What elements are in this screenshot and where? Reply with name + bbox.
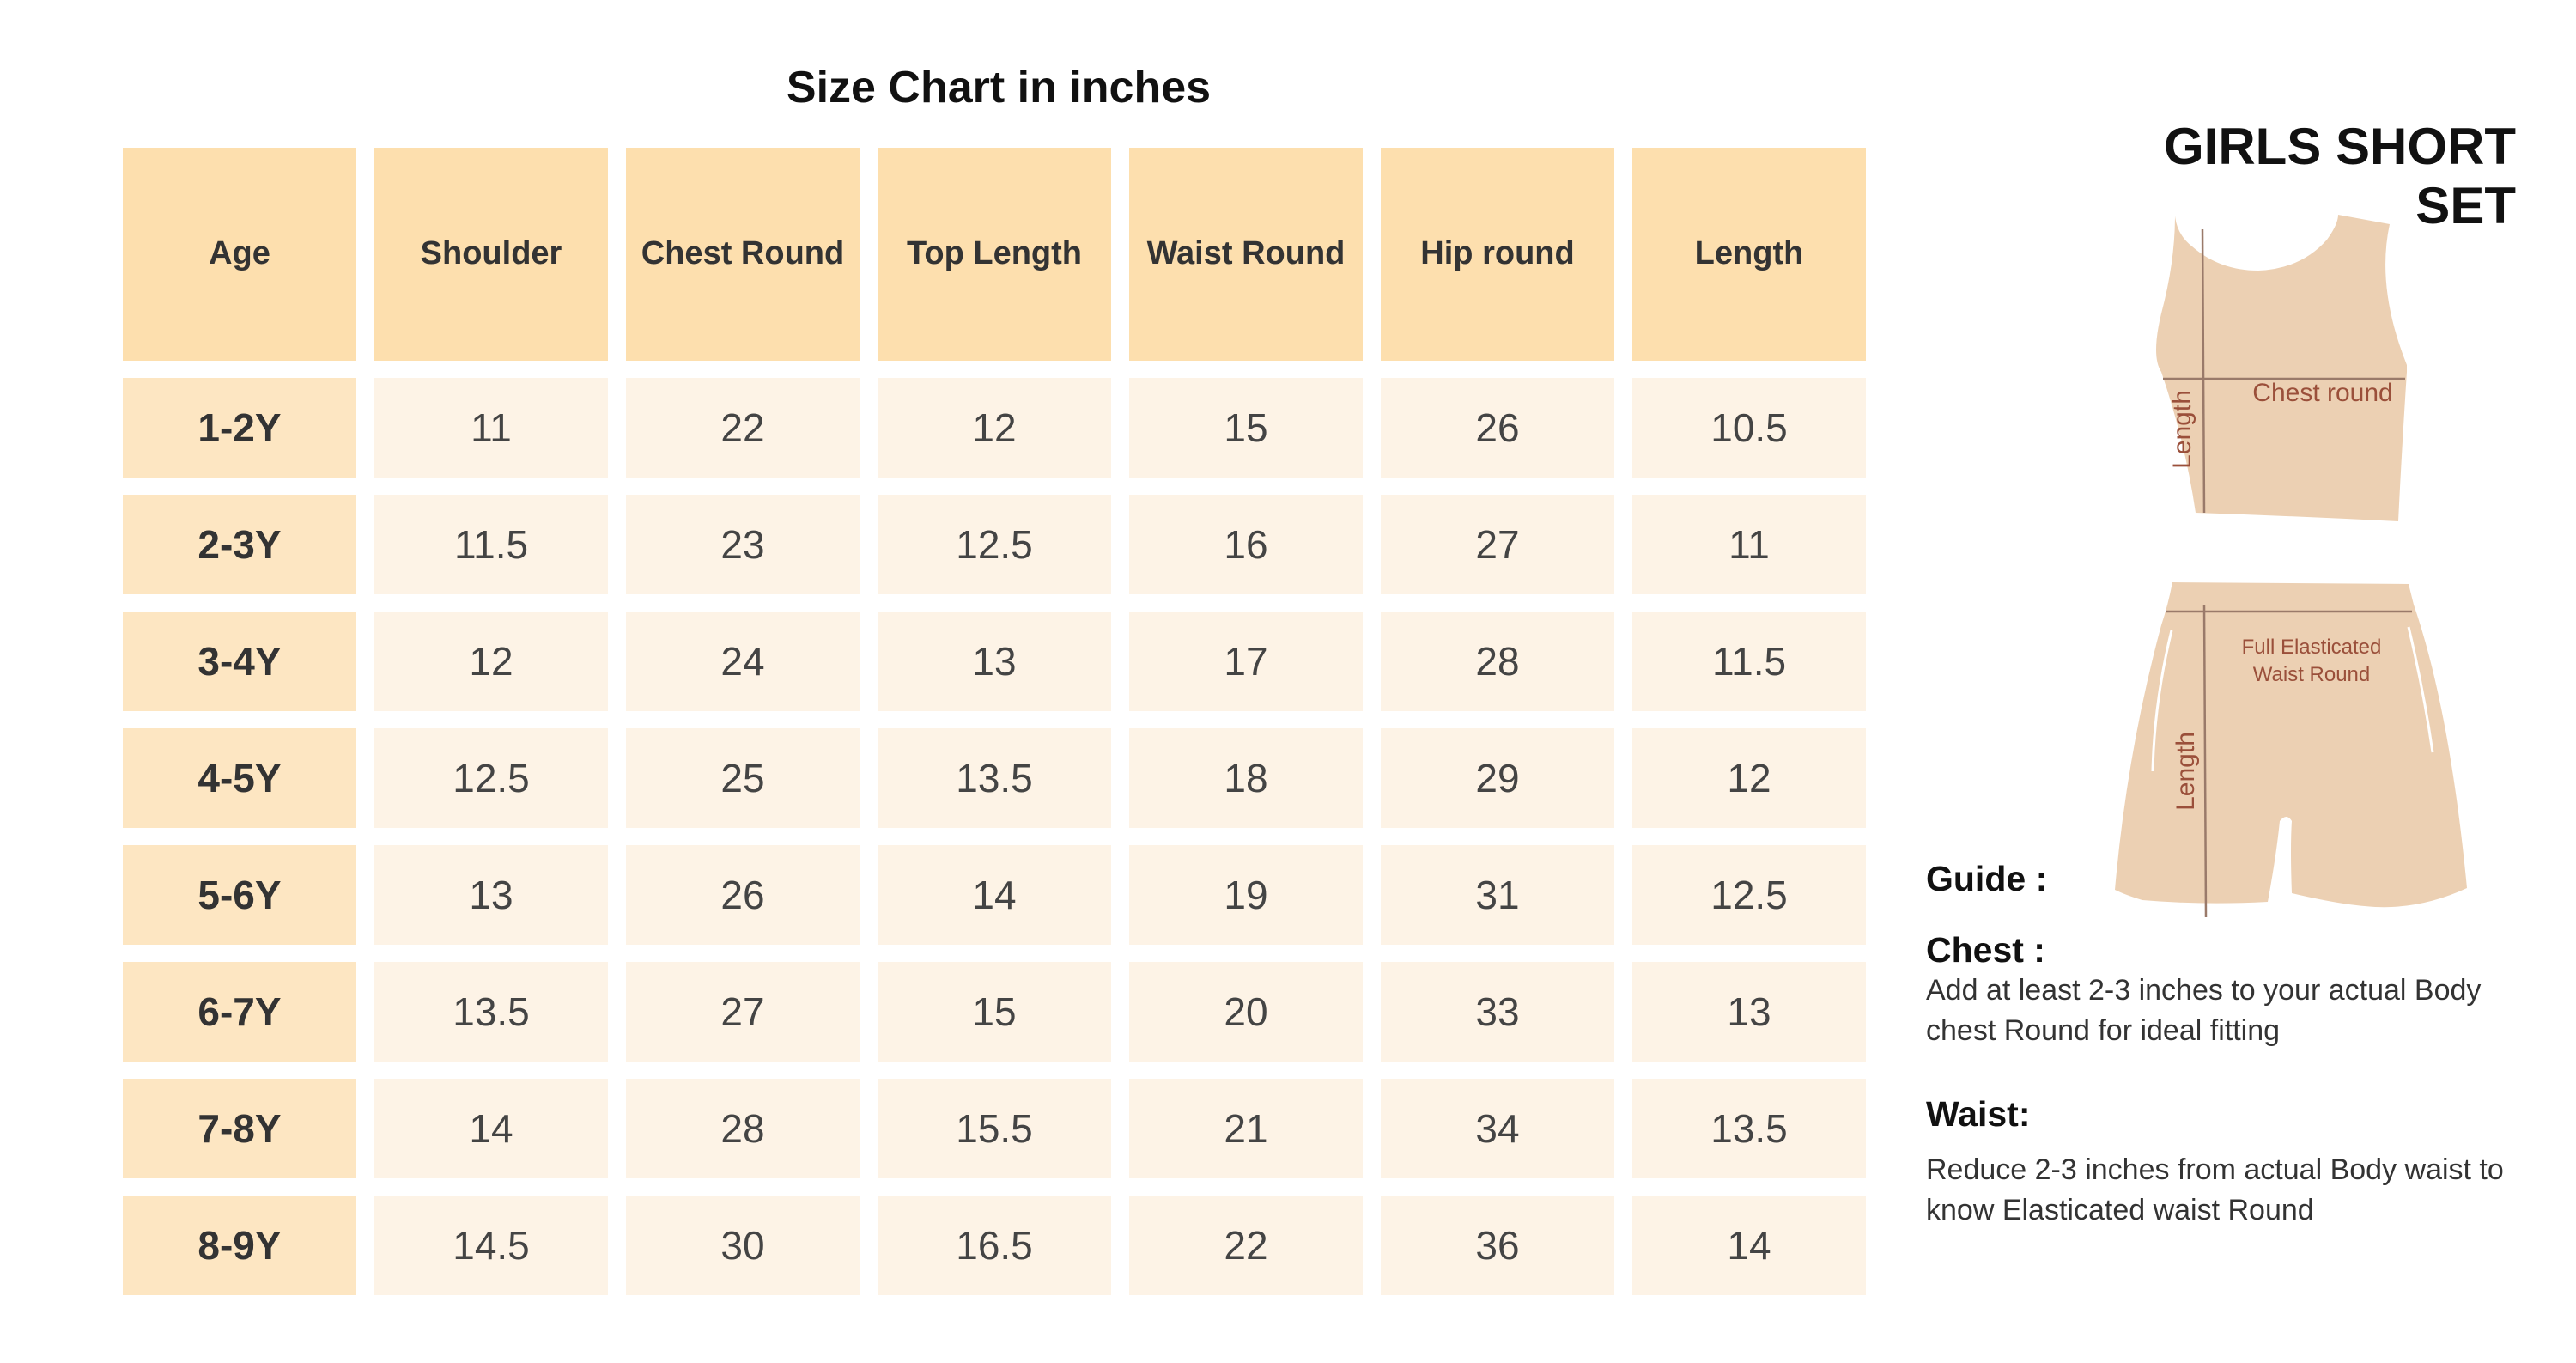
table-cell: 28 [1381,612,1614,711]
top-chest-label: Chest round [2252,379,2392,407]
table-cell: 23 [626,495,860,594]
age-cell: 8-9Y [123,1196,356,1295]
table-cell: 13.5 [878,728,1111,828]
chest-guide-heading: Chest : [1926,930,2045,970]
table-cell: 11.5 [1632,612,1866,711]
table-cell: 26 [626,845,860,945]
table-cell: 11 [374,378,608,478]
age-cell: 7-8Y [123,1079,356,1178]
column-header: Hip round [1381,148,1614,361]
table-cell: 11 [1632,495,1866,594]
column-header: Waist Round [1129,148,1363,361]
table-cell: 36 [1381,1196,1614,1295]
table-cell: 13 [878,612,1111,711]
top-length-measure-line [2201,228,2206,514]
table-cell: 25 [626,728,860,828]
table-cell: 27 [1381,495,1614,594]
column-header: Chest Round [626,148,860,361]
table-cell: 28 [626,1079,860,1178]
crop-top-diagram: Length Chest round [2151,210,2434,528]
table-cell: 26 [1381,378,1614,478]
shorts-length-label: Length [2172,732,2200,811]
table-cell: 34 [1381,1079,1614,1178]
table-cell: 21 [1129,1079,1363,1178]
column-header: Shoulder [374,148,608,361]
age-cell: 2-3Y [123,495,356,594]
shorts-side-seam-right [2407,626,2434,753]
table-cell: 12.5 [878,495,1111,594]
waist-guide-text: Reduce 2-3 inches from actual Body waist… [1926,1153,2504,1226]
table-cell: 12.5 [374,728,608,828]
table-cell: 15.5 [878,1079,1111,1178]
table-cell: 22 [1129,1196,1363,1295]
age-cell: 4-5Y [123,728,356,828]
table-cell: 17 [1129,612,1363,711]
shorts-waist-label-line2: Waist Round [2253,663,2371,686]
chest-guide-text: Add at least 2-3 inches to your actual B… [1926,974,2482,1047]
table-cell: 27 [626,962,860,1062]
age-cell: 5-6Y [123,845,356,945]
table-cell: 13 [1632,962,1866,1062]
table-cell: 30 [626,1196,860,1295]
table-cell: 12.5 [1632,845,1866,945]
table-cell: 11.5 [374,495,608,594]
table-cell: 12 [1632,728,1866,828]
column-header: Age [123,148,356,361]
table-cell: 14 [878,845,1111,945]
shorts-side-seam-left [2151,630,2173,772]
table-cell: 14 [1632,1196,1866,1295]
shorts-shape [2115,582,2467,908]
size-chart-title: Size Chart in inches [786,63,1212,113]
product-title: GIRLS SHORT SET [2163,118,2516,234]
table-cell: 14.5 [374,1196,608,1295]
table-cell: 14 [374,1079,608,1178]
crop-top-shape [2156,215,2407,521]
table-cell: 13.5 [1632,1079,1866,1178]
table-cell: 12 [374,612,608,711]
table-cell: 24 [626,612,860,711]
table-cell: 31 [1381,845,1614,945]
age-cell: 3-4Y [123,612,356,711]
table-cell: 33 [1381,962,1614,1062]
column-header: Top Length [878,148,1111,361]
age-cell: 6-7Y [123,962,356,1062]
shorts-length-measure-line [2202,604,2208,918]
guide-heading: Guide : [1926,859,2048,898]
table-cell: 13.5 [374,962,608,1062]
table-cell: 20 [1129,962,1363,1062]
size-chart-table: Age Shoulder Chest Round Top Length Waist Ro… [123,148,1866,1295]
table-cell: 13 [374,845,608,945]
age-cell: 1-2Y [123,378,356,478]
table-cell: 12 [878,378,1111,478]
guide-section: Guide : Chest : Add at least 2-3 inches … [1926,859,2544,1231]
table-cell: 15 [1129,378,1363,478]
table-cell: 16 [1129,495,1363,594]
table-cell: 29 [1381,728,1614,828]
table-cell: 10.5 [1632,378,1866,478]
waist-guide-heading: Waist: [1926,1093,2031,1134]
shorts-diagram: Full Elasticated Waist Round Length [2108,581,2486,924]
column-header: Length [1632,148,1866,361]
table-cell: 15 [878,962,1111,1062]
table-cell: 19 [1129,845,1363,945]
table-cell: 18 [1129,728,1363,828]
table-cell: 22 [626,378,860,478]
top-length-label: Length [2168,390,2196,469]
table-cell: 16.5 [878,1196,1111,1295]
shorts-waist-label-line1: Full Elasticated [2242,636,2382,659]
